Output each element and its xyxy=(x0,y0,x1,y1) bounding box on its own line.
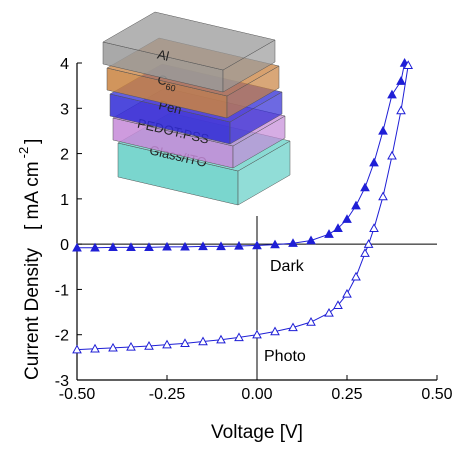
data-point xyxy=(307,318,315,325)
data-point xyxy=(388,91,396,98)
y-tick-label: -2 xyxy=(55,328,69,345)
y-tick-label: 3 xyxy=(60,101,69,118)
data-point xyxy=(388,152,396,159)
data-point xyxy=(397,107,405,114)
y-tick-label: 2 xyxy=(60,147,69,164)
x-tick-label: 0.00 xyxy=(241,386,272,403)
x-tick-label: 0.50 xyxy=(421,386,452,403)
y-axis-label: Current Density [ mA cm -2] xyxy=(16,139,43,380)
annotation: Dark xyxy=(270,258,305,275)
x-tick-label: -0.25 xyxy=(149,386,186,403)
data-point xyxy=(325,230,333,237)
y-tick-label: 1 xyxy=(60,192,69,209)
data-point xyxy=(343,215,351,222)
y-tick-label: 4 xyxy=(60,56,69,73)
y-tick-label: 0 xyxy=(60,237,69,254)
y-label-text: Current Density xyxy=(22,248,43,380)
y-unit: [ mA cm xyxy=(22,161,43,230)
y-unit-exponent: -2 xyxy=(16,147,31,159)
data-point xyxy=(307,237,315,244)
x-tick-label: -0.50 xyxy=(59,386,96,403)
data-point xyxy=(343,290,351,297)
data-point xyxy=(352,273,360,280)
x-tick-label: 0.25 xyxy=(331,386,362,403)
annotation: Photo xyxy=(264,348,306,365)
data-point xyxy=(379,127,387,134)
data-point xyxy=(370,224,378,231)
data-point xyxy=(361,249,369,256)
data-point xyxy=(397,77,405,84)
chart: Glass/ITOPEDOT:PSSPenC60Al Voltage [V] C… xyxy=(0,0,457,448)
y-tick-label: -1 xyxy=(55,282,69,299)
data-point xyxy=(361,184,369,191)
x-axis-label: Voltage [V] xyxy=(211,422,303,443)
data-point xyxy=(370,159,378,166)
y-unit-close: ] xyxy=(22,139,43,144)
data-point xyxy=(352,202,360,209)
data-point xyxy=(379,193,387,200)
